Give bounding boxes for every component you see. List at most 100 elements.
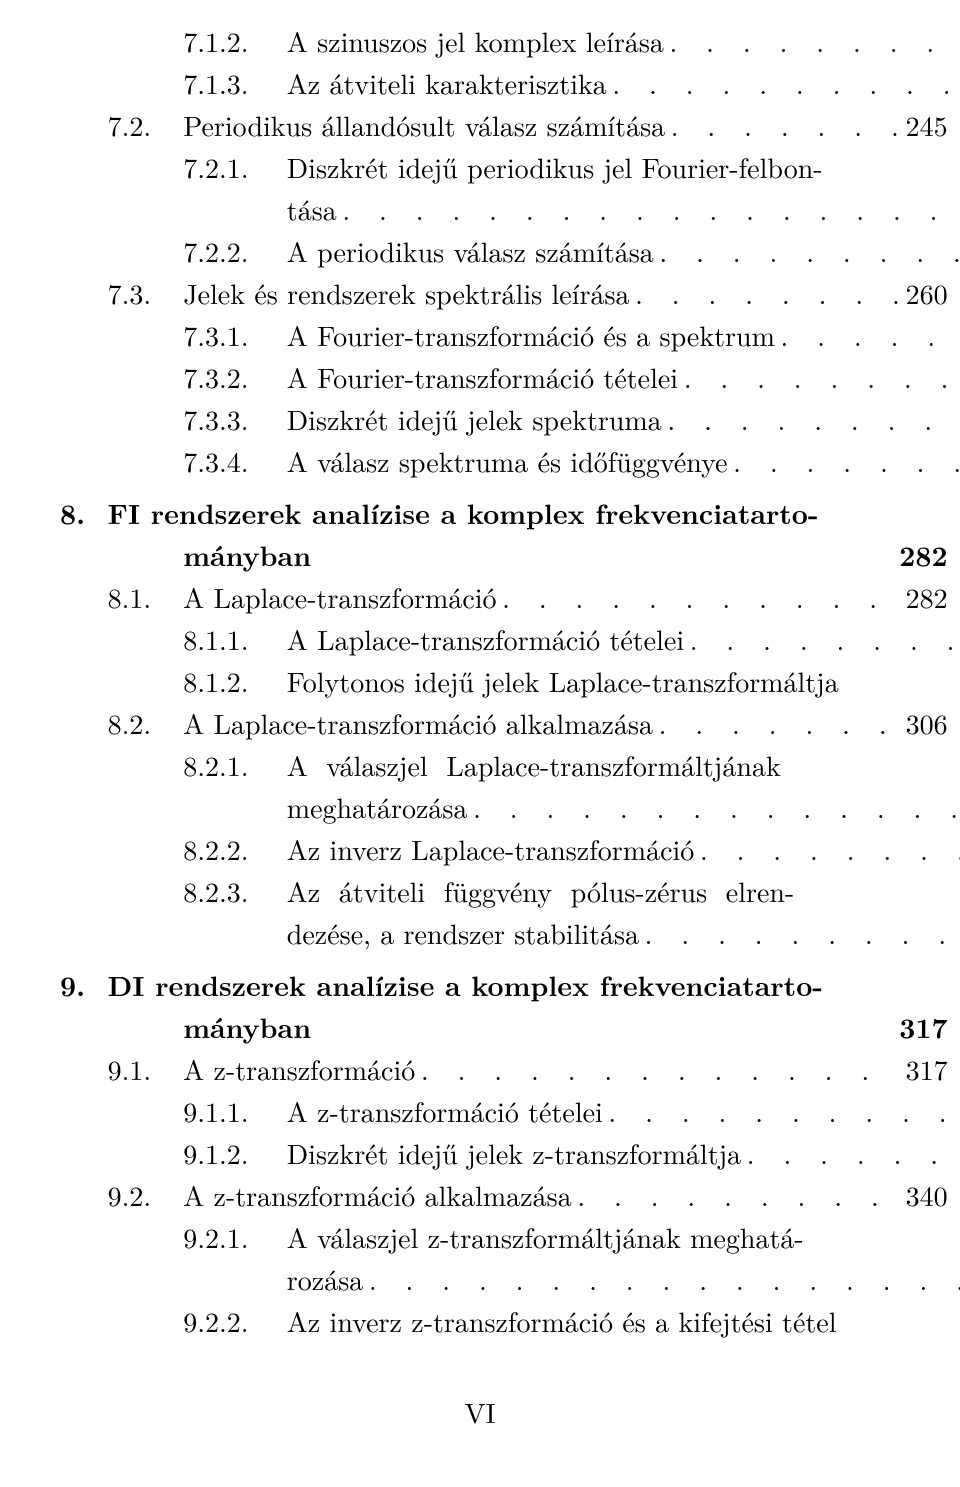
- toc-entry: 7.1.3. Az átviteli karakterisztika. . . …: [60, 62, 960, 104]
- toc-entry-title: A z-transzformáció tételei: [287, 1090, 603, 1132]
- toc-entry-page: 282: [891, 534, 947, 576]
- toc-entry-number: 7.3.1.: [183, 314, 287, 356]
- toc-entry-title: A Laplace-transzformáció: [183, 576, 496, 618]
- toc-entry-number: 7.1.2.: [183, 20, 287, 62]
- toc-entry: 8.2.3. Az átviteli függvény pólus-zérus …: [60, 870, 960, 912]
- toc-entry-title: dezése, a rendszer stabilitása: [287, 912, 639, 954]
- toc-entry-title: Az inverz Laplace-transzformáció: [287, 828, 695, 870]
- toc-entry-title: A válaszjel Laplace-transzformáltjának: [287, 744, 781, 786]
- toc-entry-page: 317: [891, 1006, 947, 1048]
- toc-entry-number: 8.1.1.: [183, 618, 287, 660]
- toc-entry: 8.1.2. Folytonos idejű jelek Laplace-tra…: [60, 660, 960, 702]
- toc-entry-page: 306: [899, 702, 948, 744]
- toc-entry-title: A z-transzformáció alkalmazása: [183, 1174, 572, 1216]
- toc-entry: 9.1.2. Diszkrét idejű jelek z-transzform…: [60, 1132, 960, 1174]
- toc-entry-number: 9.2.1.: [183, 1216, 287, 1258]
- toc-entry-page: 282: [899, 576, 948, 618]
- toc-entry-number: 9.2.: [108, 1174, 184, 1216]
- toc-entry: mányban 282: [60, 534, 948, 576]
- toc-entry: 7.2.2. A periodikus válasz számítása. . …: [60, 230, 960, 272]
- toc-entry: 7.3.4. A válasz spektruma és időfüggvény…: [60, 440, 960, 482]
- toc-dot-leaders: . . . . . . . . . . . . . . . . . . . . …: [665, 104, 898, 146]
- toc-entry-title: mányban: [183, 1006, 311, 1048]
- toc-entry-title: Diszkrét idejű periodikus jel Fourier-fe…: [287, 146, 823, 188]
- toc-entry: 8.2.2. Az inverz Laplace-transzformáció.…: [60, 828, 960, 870]
- toc-entry-title: A szinuszos jel komplex leírása: [287, 20, 664, 62]
- toc-entry-number: 7.2.: [108, 104, 184, 146]
- toc-entry: 7.3.3. Diszkrét idejű jelek spektruma. .…: [60, 398, 960, 440]
- toc-entry: 7.3. Jelek és rendszerek spektrális leír…: [60, 272, 948, 314]
- toc-entry-title: Diszkrét idejű jelek spektruma: [287, 398, 662, 440]
- toc-entry: 9.1. A z-transzformáció. . . . . . . . .…: [60, 1048, 948, 1090]
- toc-entry: tása. . . . . . . . . . . . . . . . . . …: [60, 188, 960, 230]
- toc-entry-title: tása: [287, 188, 337, 230]
- toc-entry-number: 7.3.4.: [183, 440, 287, 482]
- toc-dot-leaders: . . . . . . . . . . . . . . . . . . . . …: [639, 912, 960, 954]
- toc-entry-page: 245: [899, 104, 948, 146]
- toc-entry: 9. DI rendszerek analízise a komplex fre…: [60, 964, 900, 1006]
- toc-dot-leaders: . . . . . . . . . . . . . . . . . . . . …: [607, 62, 960, 104]
- toc-entry-title: meghatározása: [287, 786, 468, 828]
- toc-entry-title: A periodikus válasz számítása: [287, 230, 654, 272]
- toc-entry-title: Diszkrét idejű jelek z-transzformáltja: [287, 1132, 741, 1174]
- toc-entry-title: DI rendszerek analízise a komplex frekve…: [108, 964, 823, 1006]
- toc-dot-leaders: . . . . . . . . . . . . . . . . . . . . …: [363, 1258, 960, 1300]
- toc-entry-page: 340: [899, 1174, 948, 1216]
- toc-entry-number: 8.: [60, 492, 108, 534]
- toc-dot-leaders: . . . . . . . . . . . . . . . . . . . . …: [664, 20, 960, 62]
- toc-entry-title: A Fourier-transzformáció tételei: [287, 356, 678, 398]
- toc-entry-page: 317: [899, 1048, 948, 1090]
- toc-entry: 9.2.2. Az inverz z-transzformáció és a k…: [60, 1300, 960, 1342]
- toc-entry: 8.2. A Laplace-transzformáció alkalmazás…: [60, 702, 948, 744]
- toc-entry-title: A z-transzformáció: [183, 1048, 415, 1090]
- toc-entry-title: A Laplace-transzformáció alkalmazása: [183, 702, 653, 744]
- toc-entry-number: 9.1.2.: [183, 1132, 287, 1174]
- toc-entry: 8.1. A Laplace-transzformáció. . . . . .…: [60, 576, 948, 618]
- toc-dot-leaders: . . . . . . . . . . . . . . . . . . . . …: [653, 702, 899, 744]
- toc-entry-title: Jelek és rendszerek spektrális leírása: [183, 272, 629, 314]
- toc-dot-leaders: . . . . . . . . . . . . . . . . . . . . …: [662, 398, 960, 440]
- toc-entry: meghatározása. . . . . . . . . . . . . .…: [60, 786, 960, 828]
- page: 7.1.2. A szinuszos jel komplex leírása. …: [0, 0, 960, 1487]
- toc-entry: dezése, a rendszer stabilitása. . . . . …: [60, 912, 960, 954]
- toc-entry-number: 9.: [60, 964, 108, 1006]
- toc-entry-number: 9.1.: [108, 1048, 184, 1090]
- toc-entry-title: A Laplace-transzformáció tételei: [287, 618, 684, 660]
- toc-entry: mányban 317: [60, 1006, 948, 1048]
- table-of-contents: 7.1.2. A szinuszos jel komplex leírása. …: [60, 20, 900, 1342]
- toc-entry: 7.3.1. A Fourier-transzformáció és a spe…: [60, 314, 960, 356]
- toc-entry-number: 7.3.3.: [183, 398, 287, 440]
- toc-entry-page: 260: [899, 272, 948, 314]
- toc-dot-leaders: . . . . . . . . . . . . . . . . . . . . …: [684, 618, 960, 660]
- toc-entry: 7.2.1. Diszkrét idejű periodikus jel Fou…: [60, 146, 960, 188]
- toc-entry-title: Folytonos idejű jelek Laplace-transzform…: [287, 660, 839, 702]
- toc-entry-title: rozása: [287, 1258, 363, 1300]
- toc-dot-leaders: . . . . . . . . . . . . . . . . . . . . …: [728, 440, 960, 482]
- toc-dot-leaders: . . . . . . . . . . . . . . . . . . . . …: [629, 272, 898, 314]
- toc-dot-leaders: . . . . . . . . . . . . . . . . . . . . …: [603, 1090, 960, 1132]
- toc-entry: 9.1.1. A z-transzformáció tételei. . . .…: [60, 1090, 960, 1132]
- toc-entry-number: 8.1.: [108, 576, 184, 618]
- toc-entry-number: 8.1.2.: [183, 660, 287, 702]
- toc-entry-title: Az átviteli függvény pólus-zérus elren-: [287, 870, 795, 912]
- toc-entry-number: 8.2.1.: [183, 744, 287, 786]
- toc-dot-leaders: . . . . . . . . . . . . . . . . . . . . …: [678, 356, 960, 398]
- toc-entry-number: 7.3.2.: [183, 356, 287, 398]
- toc-dot-leaders: . . . . . . . . . . . . . . . . . . . . …: [694, 828, 960, 870]
- toc-entry-number: 8.2.2.: [183, 828, 287, 870]
- toc-dot-leaders: . . . . . . . . . . . . . . . . . . . . …: [467, 786, 960, 828]
- toc-dot-leaders: . . . . . . . . . . . . . . . . . . . . …: [497, 576, 899, 618]
- toc-entry-title: mányban: [183, 534, 311, 576]
- toc-dot-leaders: . . . . . . . . . . . . . . . . . . . . …: [415, 1048, 898, 1090]
- toc-entry-title: Periodikus állandósult válasz számítása: [183, 104, 665, 146]
- toc-entry-title: A válaszjel z-transzformáltjának meghatá…: [287, 1216, 804, 1258]
- toc-entry-number: 8.2.3.: [183, 870, 287, 912]
- toc-dot-leaders: . . . . . . . . . . . . . . . . . . . . …: [337, 188, 960, 230]
- toc-entry-number: 7.1.3.: [183, 62, 287, 104]
- toc-entry-title: FI rendszerek analízise a komplex frekve…: [108, 492, 819, 534]
- toc-dot-leaders: . . . . . . . . . . . . . . . . . . . . …: [654, 230, 960, 272]
- toc-entry-number: 9.2.2.: [183, 1300, 287, 1342]
- toc-dot-leaders: . . . . . . . . . . . . . . . . . . . . …: [741, 1132, 960, 1174]
- toc-entry-title: Az inverz z-transzformáció és a kifejtés…: [287, 1300, 837, 1342]
- toc-entry: 7.1.2. A szinuszos jel komplex leírása. …: [60, 20, 960, 62]
